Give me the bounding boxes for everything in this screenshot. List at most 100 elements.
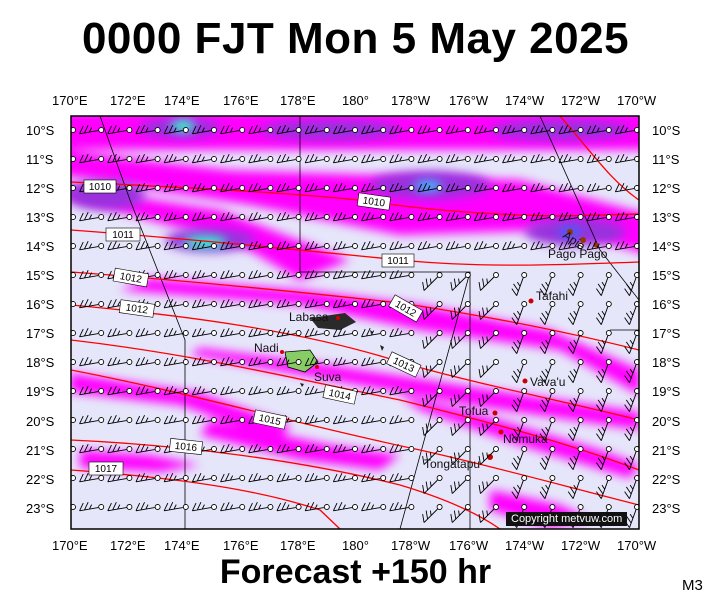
wind-barb [304, 443, 330, 454]
wind-barb [163, 153, 189, 164]
wind-barb [539, 272, 556, 296]
isobar-label: 1014 [328, 388, 352, 403]
wind-barb [248, 327, 274, 338]
wind-barb [332, 153, 358, 164]
isobar-label-box [112, 267, 150, 288]
wind-barb [135, 529, 161, 543]
isobar-label: 1015 [258, 413, 282, 428]
lat-tick-left: 10°S [26, 123, 55, 138]
isobar-label-box [88, 461, 124, 476]
wind-barb [79, 385, 105, 396]
wind-barb [530, 124, 556, 135]
wind-barb [389, 385, 415, 396]
lat-tick-right: 10°S [652, 123, 681, 138]
wind-barb [361, 472, 387, 483]
wind-barb [389, 240, 415, 251]
wind-barb [135, 327, 161, 338]
wind-barb [276, 153, 302, 164]
wind-barb [389, 182, 415, 193]
wind-barb [135, 443, 161, 454]
wind-barb [539, 417, 556, 441]
wind-barb [135, 472, 161, 483]
lat-tick-right: 21°S [652, 443, 681, 458]
rain-cell [490, 120, 630, 140]
wind-barb [502, 240, 528, 251]
wind-barb [361, 153, 387, 164]
isobar-label: 1010 [89, 182, 112, 193]
wind-barb [422, 359, 443, 378]
isobar-label: 1011 [387, 256, 409, 267]
wind-barb [539, 359, 556, 383]
rain-layer [71, 116, 639, 528]
wind-barb [107, 414, 133, 425]
wind-barb [389, 124, 415, 135]
lon-tick-bottom: 178°W [391, 538, 431, 553]
wind-barb [478, 417, 499, 436]
wind-barb [248, 356, 274, 367]
wind-barb [596, 446, 612, 470]
wind-barb [220, 356, 246, 367]
isobar-label-box [105, 227, 141, 242]
wind-barb [502, 182, 528, 193]
wind-barb [361, 182, 387, 193]
wind-barb [624, 446, 639, 470]
wind-barb [220, 414, 246, 425]
place-label: Pago Pago [548, 247, 608, 261]
wind-barb [191, 124, 217, 135]
wind-barb [475, 529, 499, 553]
wind-barb [502, 211, 528, 222]
wind-barb [248, 472, 274, 483]
wind-barb [596, 417, 612, 441]
wind-barb [422, 272, 443, 291]
wind-barb [107, 443, 133, 454]
wind-barb [596, 359, 612, 383]
lon-tick-top: 180° [342, 93, 369, 108]
lat-tick-left: 18°S [26, 355, 55, 370]
wind-barb [445, 182, 471, 193]
lon-tick-top: 174°W [505, 93, 545, 108]
isobar-label: 1010 [362, 195, 386, 209]
wind-barb [332, 124, 358, 135]
lat-tick-left: 13°S [26, 210, 55, 225]
wind-barb [558, 182, 584, 193]
wind-barb [450, 301, 471, 320]
wind-barb [248, 298, 274, 309]
wind-barb [79, 269, 105, 280]
wind-barb [361, 124, 387, 135]
wind-barb [79, 211, 105, 222]
lat-tick-right: 12°S [652, 181, 681, 196]
wind-barb [332, 501, 358, 512]
wind-barb [276, 501, 302, 512]
wind-barb [163, 298, 189, 309]
isobar-label-box [388, 294, 424, 323]
wind-barb [567, 475, 584, 499]
rain-peak [171, 120, 195, 132]
wind-barb [191, 298, 217, 309]
wind-barb [567, 446, 584, 470]
wind-barb [473, 240, 499, 251]
wind-barb [276, 385, 302, 396]
wind-barb [478, 388, 499, 407]
wind-barb [539, 301, 556, 325]
wind-barb [478, 301, 499, 320]
wind-barb [417, 153, 443, 164]
lon-tick-top: 176°E [223, 93, 259, 108]
wind-barb [304, 124, 330, 135]
wind-barb [107, 385, 133, 396]
wind-barb [586, 182, 612, 193]
place-label: Tongatapu [424, 457, 480, 471]
wind-barb [79, 240, 105, 251]
wind-barb [614, 182, 639, 193]
wind-barb [478, 272, 499, 291]
map-frame [70, 115, 640, 530]
wind-barb [163, 414, 189, 425]
wind-barb [450, 272, 471, 291]
wind-barb [248, 240, 274, 251]
wind-barb [511, 417, 528, 441]
wind-barb [361, 414, 387, 425]
wind-barb [450, 359, 471, 378]
wind-barb [596, 475, 612, 499]
wind-barb [107, 124, 133, 135]
lat-tick-left: 11°S [26, 152, 54, 167]
town-suva [315, 365, 319, 369]
